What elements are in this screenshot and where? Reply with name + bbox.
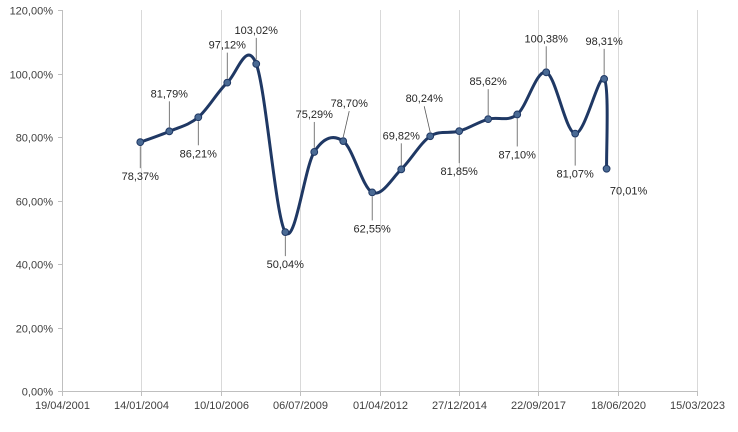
data-label: 62,55% (354, 223, 392, 235)
y-tick-label: 100,00% (10, 70, 54, 82)
series-line (138, 53, 609, 236)
x-tick-label: 06/07/2009 (273, 400, 328, 412)
y-tick-label: 60,00% (16, 197, 54, 209)
data-label: 75,29% (296, 109, 334, 121)
data-point (455, 127, 464, 136)
x-tick-label: 01/04/2012 (353, 400, 408, 412)
data-point (600, 74, 609, 83)
x-tick-label: 18/06/2020 (591, 400, 646, 412)
y-tick-label: 40,00% (16, 260, 54, 272)
data-point (397, 165, 406, 174)
y-tick-label: 120,00% (10, 6, 54, 18)
data-point (339, 137, 348, 146)
y-tick-label: 0,00% (22, 387, 53, 399)
gridlines (141, 10, 698, 391)
y-tick-label: 80,00% (16, 133, 54, 145)
data-point (368, 188, 377, 197)
x-tick-label: 14/01/2004 (114, 400, 169, 412)
data-point (194, 113, 203, 122)
x-tick-label: 15/03/2023 (670, 400, 725, 412)
data-label: 81,79% (151, 88, 189, 100)
data-label: 78,70% (331, 98, 369, 110)
x-tick-label: 27/12/2014 (432, 400, 487, 412)
x-tick-label: 10/10/2006 (194, 400, 249, 412)
x-tick-label: 22/09/2017 (511, 400, 566, 412)
data-labels: 78,37% 81,79% 86,21% 97,12% 103,02% 50,04% 75,… (122, 25, 648, 271)
x-tick-label: 19/04/2001 (35, 400, 90, 412)
y-axis-tick-labels: 0,00% 20,00% 40,00% 60,00% 80,00% 100,00% 120,… (10, 6, 54, 399)
data-label: 85,62% (470, 76, 508, 88)
data-point (281, 228, 290, 237)
x-axis-tick-labels: 19/04/2001 14/01/2004 10/10/2006 06/07/2009… (35, 400, 725, 412)
data-label: 97,12% (209, 40, 247, 52)
axes (58, 10, 698, 396)
data-label: 80,24% (406, 93, 444, 105)
data-point (571, 129, 580, 138)
data-label-leader (342, 111, 350, 138)
data-label: 98,31% (585, 36, 623, 48)
data-point (484, 115, 493, 124)
data-label: 100,38% (524, 33, 568, 45)
data-label: 70,01% (610, 186, 648, 198)
data-label: 87,10% (499, 149, 537, 161)
data-point (542, 68, 551, 77)
data-label: 86,21% (180, 148, 218, 160)
data-label: 103,02% (235, 25, 279, 37)
data-label: 81,85% (441, 166, 479, 178)
data-point (223, 78, 232, 87)
data-point (136, 138, 145, 147)
data-label: 50,04% (267, 259, 305, 271)
y-tick-label: 20,00% (16, 324, 54, 336)
data-label: 81,07% (557, 169, 595, 181)
data-label: 78,37% (122, 171, 160, 183)
data-point (252, 60, 261, 68)
data-point (513, 110, 522, 119)
data-point (310, 148, 319, 156)
data-point (602, 164, 611, 173)
data-label-leader (423, 106, 431, 133)
data-point (426, 132, 435, 141)
series (136, 53, 611, 237)
data-point (165, 127, 174, 136)
data-label: 69,82% (383, 130, 421, 142)
